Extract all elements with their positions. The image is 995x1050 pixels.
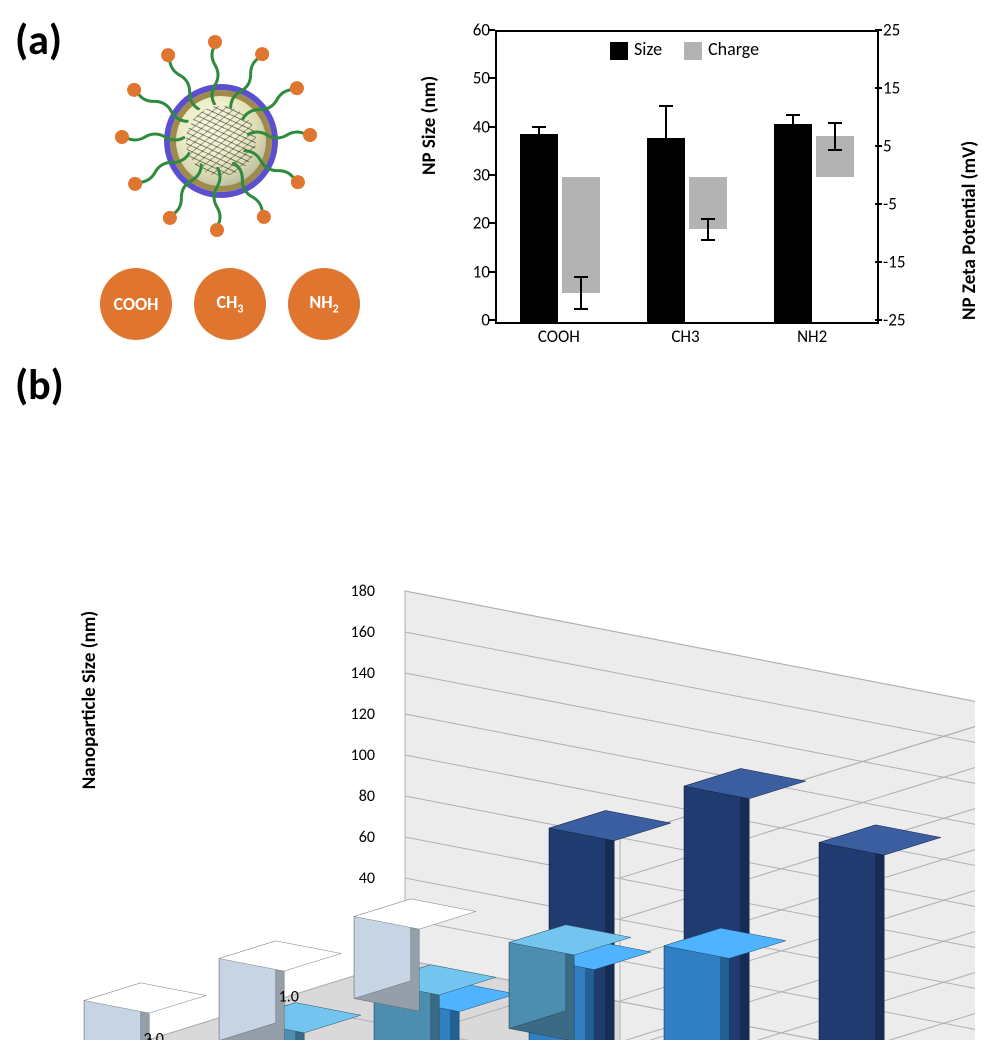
svg-text:60: 60: [359, 828, 375, 847]
svg-text:1.0: 1.0: [279, 988, 299, 1007]
legend-a: Size Charge: [610, 38, 759, 60]
svg-text:80: 80: [359, 787, 375, 806]
legend-size: Size: [634, 38, 662, 60]
y-right-label: NP Zeta Potential (mV): [958, 141, 981, 320]
nanoparticle-schematic: [100, 20, 330, 250]
svg-text:Nanoparticle Size (nm): Nanoparticle Size (nm): [78, 611, 101, 789]
fg-cooh: COOH: [100, 268, 172, 340]
panel-b-chart: 0204060801001201401601801.02.03.00.990.8…: [35, 400, 975, 1040]
svg-text:100: 100: [351, 746, 375, 765]
svg-text:160: 160: [351, 623, 375, 642]
plot-area-a: [495, 30, 877, 324]
fg-ch3: CH3: [194, 268, 266, 340]
panel-a-chart: NP Size (nm) NP Zeta Potential (mV) Size…: [400, 10, 975, 390]
svg-text:180: 180: [351, 582, 375, 601]
svg-text:40: 40: [359, 869, 375, 888]
functional-group-circles: COOH CH3 NH2: [100, 268, 360, 340]
fg-nh2: NH2: [288, 268, 360, 340]
y-left-label: NP Size (nm): [418, 76, 441, 175]
svg-text:120: 120: [351, 705, 375, 724]
legend-charge: Charge: [708, 38, 759, 60]
panel-a-label: (a): [15, 15, 62, 66]
svg-text:140: 140: [351, 664, 375, 683]
